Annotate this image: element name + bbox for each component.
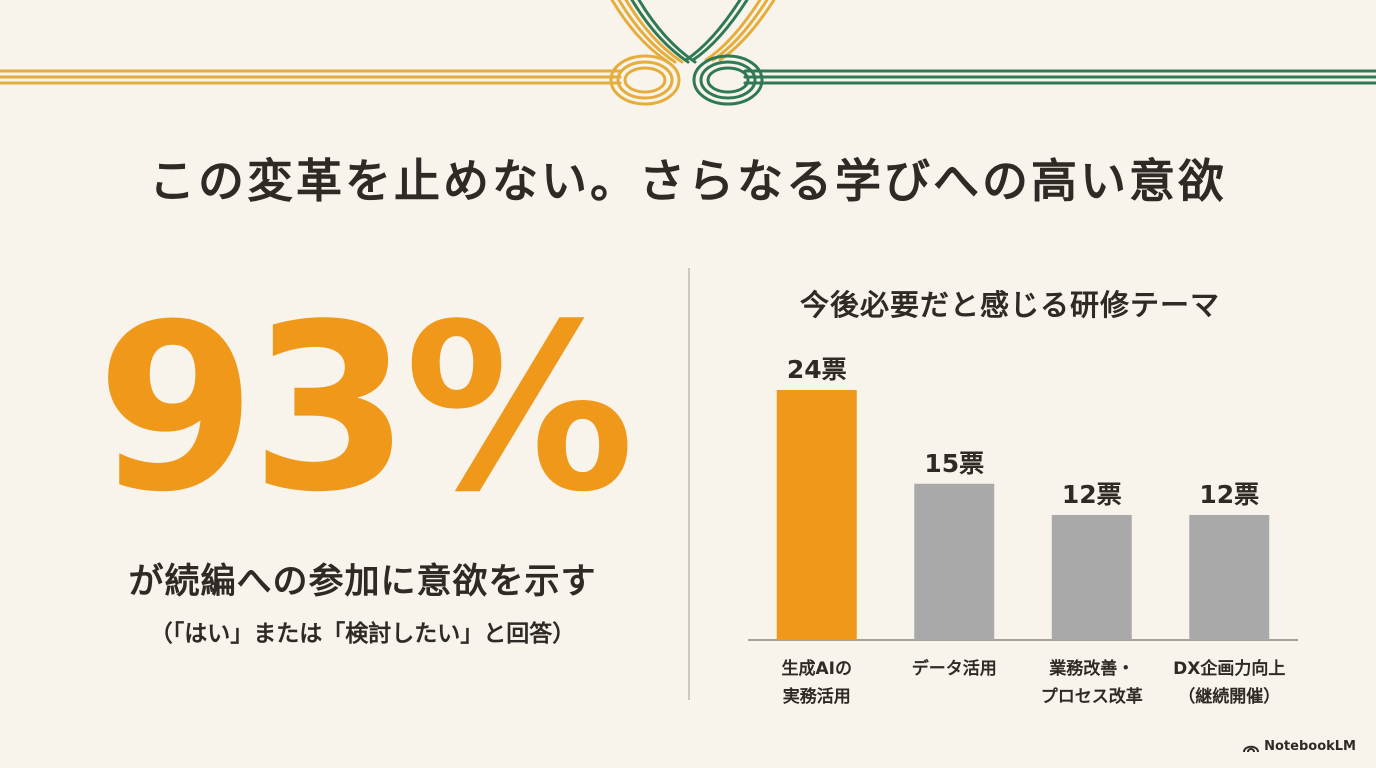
chart-bar — [1051, 515, 1132, 640]
bar-value-label: 24票 — [787, 355, 847, 384]
green-cord — [630, 0, 1376, 106]
bar-value-label: 12票 — [1062, 480, 1122, 509]
chart-bar — [914, 483, 995, 640]
stat-note: （「はい」または「検討したい」と回答） — [149, 621, 576, 647]
gold-cord — [0, 0, 776, 106]
category-tick-label: データ活用 — [912, 658, 997, 679]
bar-value-label: 15票 — [924, 449, 984, 478]
brand-watermark: NotebookLM — [1243, 739, 1356, 754]
category-tick-label: 業務改善・ — [1049, 658, 1134, 679]
notebooklm-logo-icon — [1243, 745, 1260, 752]
category-tick-label: （継続開催） — [1178, 686, 1280, 707]
vertical-divider — [688, 268, 690, 700]
chart-title: 今後必要だと感じる研修テーマ — [799, 288, 1220, 322]
big-stat-value: 93% — [96, 276, 635, 543]
stat-caption: が続編への参加に意欲を示す — [128, 562, 597, 602]
brand-label: NotebookLM — [1264, 739, 1356, 754]
chart-bar — [1189, 515, 1270, 640]
category-tick-label: DX企画力向上 — [1173, 658, 1285, 679]
category-tick-label: 実務活用 — [783, 686, 851, 707]
page-title: この変革を止めない。さらなる学びへの高い意欲 — [149, 154, 1227, 208]
mizuhiki-cord-decoration — [0, 0, 1376, 106]
bar-value-label: 12票 — [1199, 480, 1259, 509]
category-tick-label: 生成AIの — [782, 658, 852, 679]
chart-bar — [776, 390, 857, 640]
category-tick-label: プロセス改革 — [1041, 686, 1143, 707]
